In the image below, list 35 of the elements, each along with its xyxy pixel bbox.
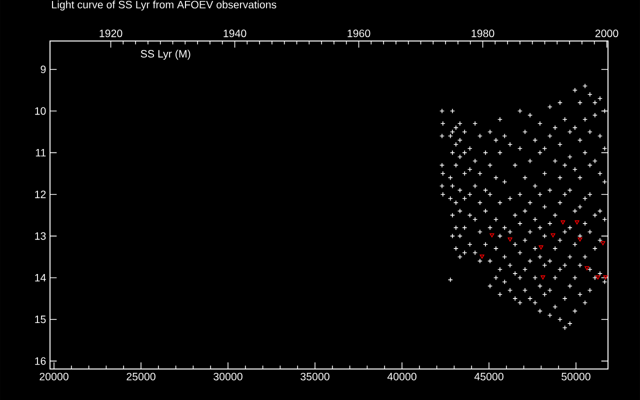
point	[560, 220, 566, 224]
x2-tick-label: 1960	[348, 30, 370, 38]
x2-tick-label: 1980	[472, 30, 494, 38]
point	[550, 233, 556, 238]
x2-tick-label: 1940	[224, 30, 246, 38]
point	[538, 245, 544, 250]
y-tick-label: 13	[35, 232, 46, 240]
x-tick-label: 20000	[40, 372, 68, 380]
y-tick-label: 16	[35, 357, 46, 365]
point	[480, 254, 484, 259]
point	[584, 266, 590, 270]
x-tick-label: 25000	[126, 372, 156, 380]
point	[574, 220, 580, 224]
point	[578, 237, 582, 242]
y-tick-label: 9	[40, 66, 46, 74]
point	[508, 237, 512, 242]
x-tick-label: 40000	[387, 372, 416, 380]
point	[603, 275, 608, 280]
chart-title: Light curve of SS Lyr from AFOEV observations	[52, 0, 276, 11]
point	[600, 241, 606, 246]
y-tick-label: 12	[35, 190, 46, 198]
point	[540, 275, 546, 280]
point	[490, 233, 494, 238]
x-tick-label: 45000	[474, 372, 504, 380]
point	[596, 275, 600, 280]
y-tick-label: 14	[35, 274, 46, 282]
y-tick-label: 11	[36, 149, 46, 156]
x-tick-label: 50000	[562, 372, 590, 380]
y-tick-label: 10	[35, 107, 46, 115]
x2-tick-label: 2000	[595, 30, 618, 38]
x-tick-label: 35000	[300, 372, 330, 380]
annotation: SS Lyr (M)	[140, 50, 190, 60]
x-tick-label: 30000	[214, 372, 242, 380]
y-tick-label: 15	[35, 316, 46, 324]
x2-tick-label: 1920	[100, 30, 122, 38]
